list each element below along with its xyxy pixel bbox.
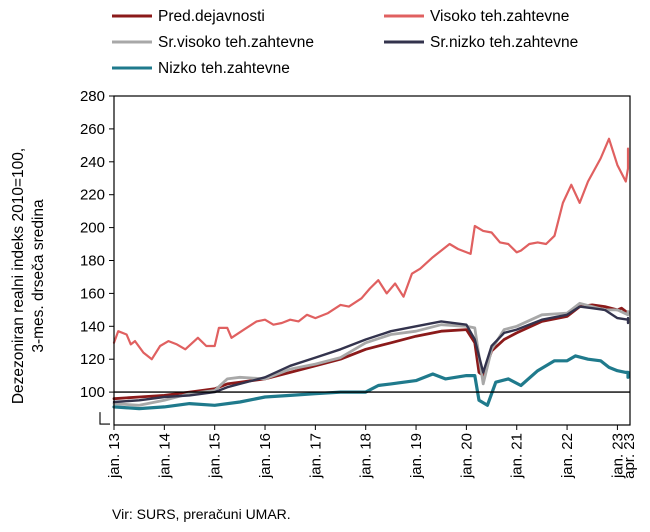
y-tick-label: 160 [80,285,105,302]
y-tick-label: 180 [80,253,105,270]
source-note: Vir: SURS, preračuni UMAR. [112,506,291,522]
y-tick-label: 140 [80,318,105,335]
x-tick-label: jan. 19 [408,433,425,479]
x-tick-label: jan. 18 [358,433,375,479]
y-tick-label: 280 [80,88,105,105]
y-tick-label: 200 [80,220,105,237]
legend-label-sr-nizko-teh-zahtevne: Sr.nizko teh.zahtevne [430,34,578,51]
plot-frame [113,95,631,426]
x-tick-label: jan. 15 [207,433,224,479]
series-line-sr-visoko-teh-zahtevne [112,301,630,407]
legend: Pred.dejavnosti Visoko teh.zahtevne Sr.v… [112,8,578,77]
series-lines [112,137,630,411]
y-tick-label: 100 [80,384,105,401]
y-axis-label: Dezezoniran realni indeks 2010=100, 3-me… [10,148,47,404]
x-tick-label: jan. 22 [559,433,576,479]
x-tick-label: apr. 23 [621,433,638,479]
legend-label-sr-visoko-teh-zahtevne: Sr.visoko teh.zahtevne [158,34,314,51]
x-tick-label: jan. 16 [257,433,274,479]
x-tick-label: jan. 21 [509,433,526,479]
series-line-sr-nizko-teh-zahtevne [112,305,630,404]
y-tick-label: 240 [80,154,105,171]
y-tick-label: 220 [80,187,105,204]
axes [99,95,631,426]
y-axis-break-mark [99,412,110,425]
x-tick-label: jan. 14 [156,433,173,479]
y-tick-label: 260 [80,121,105,138]
x-tick-label: jan. 23 [609,433,626,479]
y-axis-label-line-1: Dezezoniran realni indeks 2010=100, [10,148,27,404]
x-axis-ticks: jan. 13 jan. 14 jan. 15 jan. 16 jan. 17 jan. … [106,425,638,479]
legend-label-pred-dejavnosti: Pred.dejavnosti [158,8,265,25]
y-tick-label: 120 [80,351,105,368]
y-axis-ticks: 100 120 140 160 180 200 220 240 260 280 [80,88,114,401]
series-line-visoko-teh-zahtevne [112,137,630,361]
x-tick-label: jan. 17 [307,433,324,479]
x-tick-label: jan. 20 [458,433,475,479]
y-axis-label-line-2: 3-mes. drseča sredina [30,199,47,353]
x-tick-label: jan. 13 [106,433,123,479]
series-line-nizko-teh-zahtevne [112,354,630,411]
legend-label-visoko-teh-zahtevne: Visoko teh.zahtevne [430,8,569,25]
legend-label-nizko-teh-zahtevne: Nizko teh.zahtevne [158,60,290,77]
